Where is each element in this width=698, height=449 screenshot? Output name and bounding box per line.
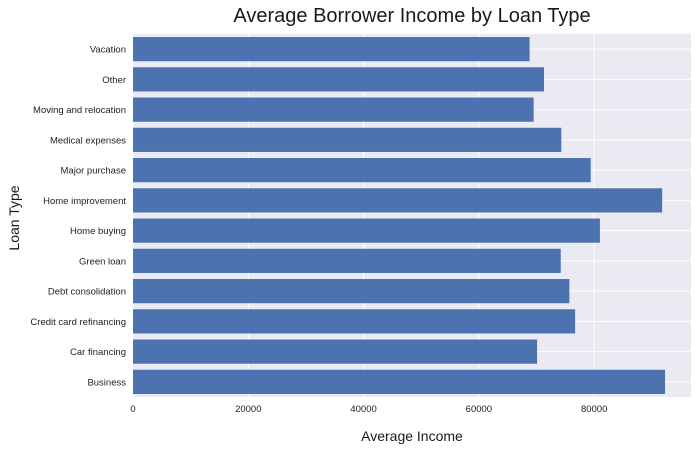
y-tick-label: Vacation [90, 45, 126, 56]
y-tick-label: Debt consolidation [48, 287, 126, 298]
y-tick-label: Green loan [79, 256, 126, 267]
y-tick-label: Medical expenses [50, 135, 126, 146]
bar [133, 279, 570, 304]
y-tick-label: Other [102, 75, 126, 86]
plot-area [133, 34, 691, 397]
bar [133, 67, 545, 92]
bar [133, 248, 561, 273]
bars [133, 37, 666, 394]
chart-title: Average Borrower Income by Loan Type [233, 5, 590, 27]
y-tick-label: Business [87, 377, 126, 388]
x-tick-labels: 0 20000 40000 60000 80000 [130, 404, 607, 415]
bar [133, 369, 666, 394]
bar [133, 97, 534, 122]
x-tick-label: 40000 [350, 404, 376, 415]
bar [133, 218, 600, 243]
x-tick-label: 20000 [235, 404, 261, 415]
bar [133, 37, 530, 62]
y-tick-label: Credit card refinancing [30, 317, 126, 328]
bar [133, 127, 562, 152]
y-axis-label: Loan Type [6, 185, 22, 250]
bar [133, 158, 591, 183]
x-tick-label: 80000 [581, 404, 607, 415]
y-tick-label: Car financing [70, 347, 126, 358]
bar [133, 339, 538, 364]
y-tick-label: Major purchase [61, 166, 126, 177]
x-gridlines [132, 34, 595, 397]
y-tick-label: Moving and relocation [33, 105, 126, 116]
x-tick-label: 60000 [466, 404, 492, 415]
x-tick-label: 0 [130, 404, 135, 415]
x-axis-label: Average Income [361, 428, 463, 444]
bar [133, 309, 576, 334]
y-tick-label: Home buying [70, 226, 126, 237]
bar [133, 188, 663, 213]
y-tick-labels: Business Car financing Credit card refinan… [30, 45, 126, 389]
y-tick-label: Home improvement [43, 196, 126, 207]
